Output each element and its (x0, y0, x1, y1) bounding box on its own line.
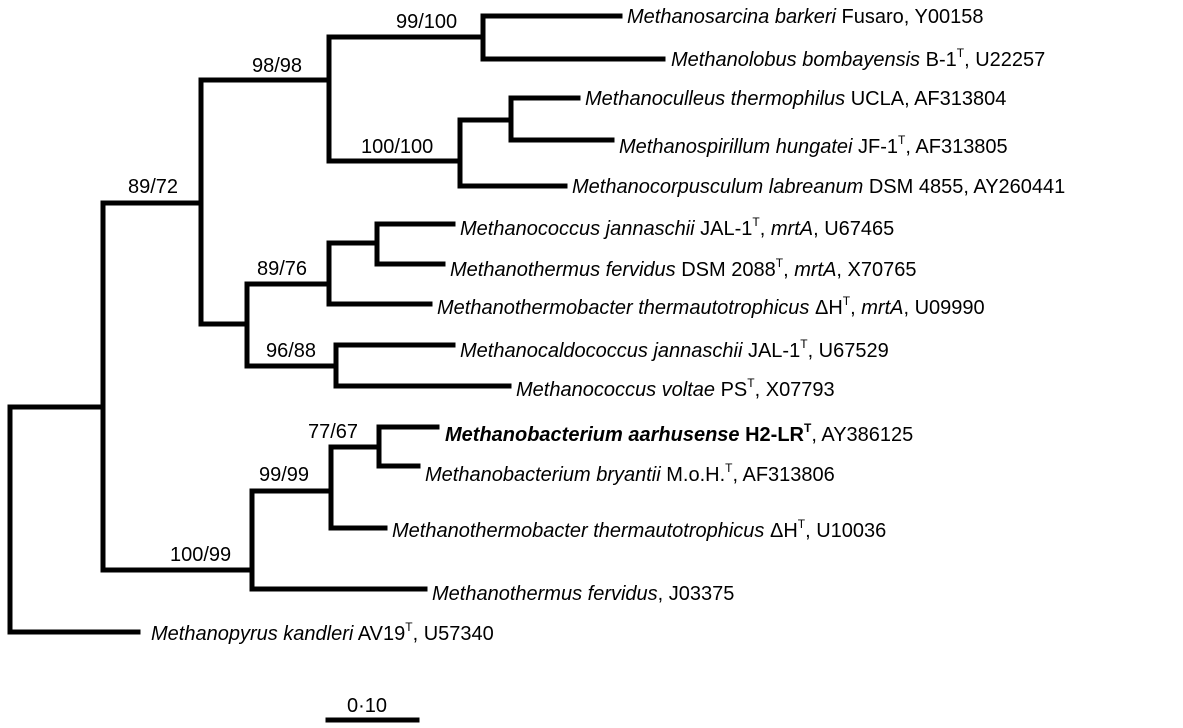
tree-branches (7, 13, 666, 635)
bootstrap-value: 89/76 (257, 258, 307, 280)
taxon-label: Methanocaldococcus jannaschii JAL-1T, U6… (460, 337, 889, 362)
bootstrap-value: 99/100 (396, 11, 457, 33)
taxon-label: Methanothermus fervidus DSM 2088T, mrtA,… (450, 256, 917, 281)
taxon-labels: Methanosarcina barkeri Fusaro, Y00158 Me… (151, 6, 1065, 645)
bootstrap-value: 77/67 (308, 421, 358, 443)
taxon-label: Methanoculleus thermophilus UCLA, AF3138… (585, 88, 1006, 110)
taxon-label: Methanosarcina barkeri Fusaro, Y00158 (627, 6, 984, 28)
taxon-label: Methanopyrus kandleri AV19T, U57340 (151, 620, 494, 645)
taxon-label: Methanothermobacter thermautotrophicus Δ… (392, 517, 886, 542)
bootstrap-value: 98/98 (252, 55, 302, 77)
scale-bar: 0·10 (325, 695, 420, 723)
taxon-label: Methanospirillum hungatei JF-1T, AF31380… (619, 133, 1008, 158)
bootstrap-value: 96/88 (266, 340, 316, 362)
taxon-label: Methanothermobacter thermautotrophicus Δ… (437, 294, 985, 319)
taxon-label: Methanococcus voltae PST, X07793 (516, 376, 835, 401)
taxon-label: Methanocorpusculum labreanum DSM 4855, A… (572, 176, 1065, 198)
bootstrap-value: 89/72 (128, 176, 178, 198)
bootstrap-value: 100/99 (170, 544, 231, 566)
bootstrap-labels: 99/100 98/98 100/100 89/72 89/76 96/88 7… (128, 11, 457, 566)
taxon-label: Methanothermus fervidus, J03375 (432, 583, 734, 605)
bootstrap-value: 100/100 (361, 136, 433, 158)
bootstrap-value: 99/99 (259, 464, 309, 486)
scale-bar-label: 0·10 (347, 695, 387, 717)
taxon-label-highlight: Methanobacterium aarhusense H2-LRT, AY38… (445, 421, 913, 446)
taxon-label: Methanolobus bombayensis B-1T, U22257 (671, 46, 1045, 71)
taxon-label: Methanococcus jannaschii JAL-1T, mrtA, U… (460, 215, 894, 240)
taxon-label: Methanobacterium bryantii M.o.H.T, AF313… (425, 461, 835, 486)
